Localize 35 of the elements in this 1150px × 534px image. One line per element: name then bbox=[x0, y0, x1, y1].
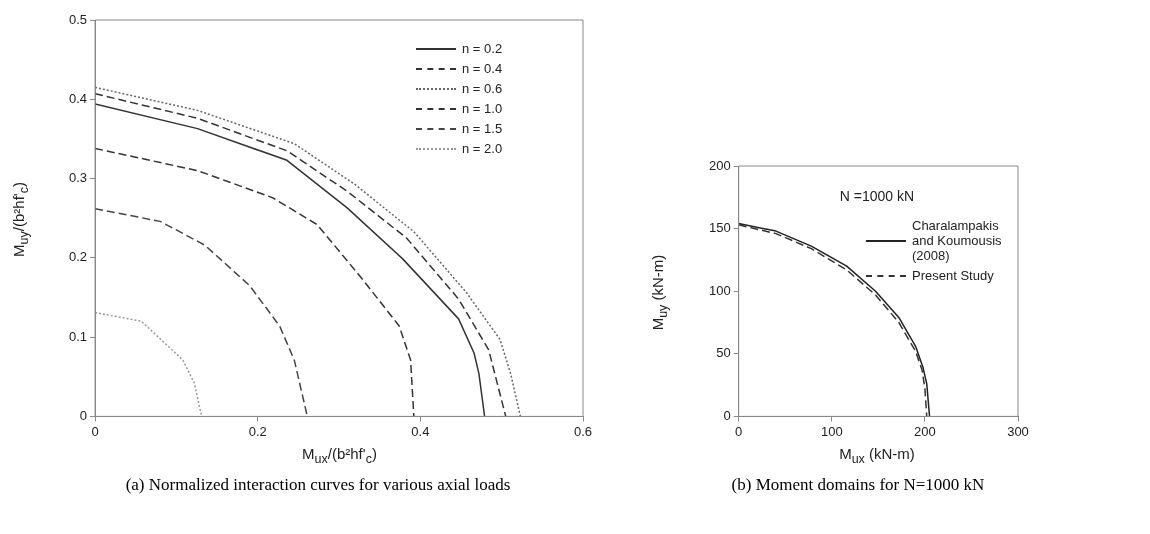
y-tick-label: 0.3 bbox=[68, 170, 88, 186]
x-axis-title: M$_{ux}$ (kN-m) bbox=[838, 445, 916, 466]
legend-label: n = 0.6 bbox=[462, 81, 503, 96]
y-tick-label: 150 bbox=[708, 220, 731, 236]
text: (a) Normalized interaction curves for various axial loads bbox=[124, 475, 512, 495]
legend-label: n = 0.4 bbox=[462, 61, 503, 76]
x-tick-label: 300 bbox=[1007, 423, 1029, 439]
legend-label: n = 0.2 bbox=[462, 41, 503, 56]
line-series bbox=[95, 311, 203, 417]
x-tick-label: 0 bbox=[735, 423, 743, 439]
text: (b) Moment domains for N=1000 kN bbox=[730, 475, 986, 495]
y-tick-label: 100 bbox=[708, 282, 731, 298]
y-tick-label: 0 bbox=[79, 407, 88, 423]
line-series bbox=[95, 147, 415, 417]
y-tick-label: 0.5 bbox=[68, 11, 88, 27]
legend-label: Present Study bbox=[912, 268, 994, 283]
y-tick-label: 0.2 bbox=[68, 249, 88, 265]
x-tick-label: 0 bbox=[91, 423, 99, 439]
y-tick-label: 0.1 bbox=[68, 328, 88, 344]
legend-label: Charalampakis and Koumousis (2008) bbox=[912, 218, 1003, 263]
y-tick-label: 50 bbox=[716, 345, 731, 361]
x-tick-label: 0.4 bbox=[411, 423, 430, 439]
annotation: N =1000 kN bbox=[838, 188, 916, 204]
y-tick-label: 0.4 bbox=[68, 90, 88, 106]
line-series bbox=[95, 207, 309, 417]
x-tick-label: 200 bbox=[914, 423, 936, 439]
x-tick-label: 0.2 bbox=[248, 423, 267, 439]
y-tick-label: 0 bbox=[723, 407, 731, 423]
y-tick-label: 200 bbox=[708, 157, 731, 173]
x-tick-label: 0.6 bbox=[573, 423, 593, 439]
legend-label: n = 1.0 bbox=[462, 101, 503, 116]
legend-label: n = 2.0 bbox=[462, 141, 503, 156]
x-axis-title: M$_{ux}$/(b²hf'$_{c}$) bbox=[301, 445, 378, 466]
legend-label: n = 1.5 bbox=[462, 121, 503, 136]
x-tick-label: 100 bbox=[820, 423, 843, 439]
